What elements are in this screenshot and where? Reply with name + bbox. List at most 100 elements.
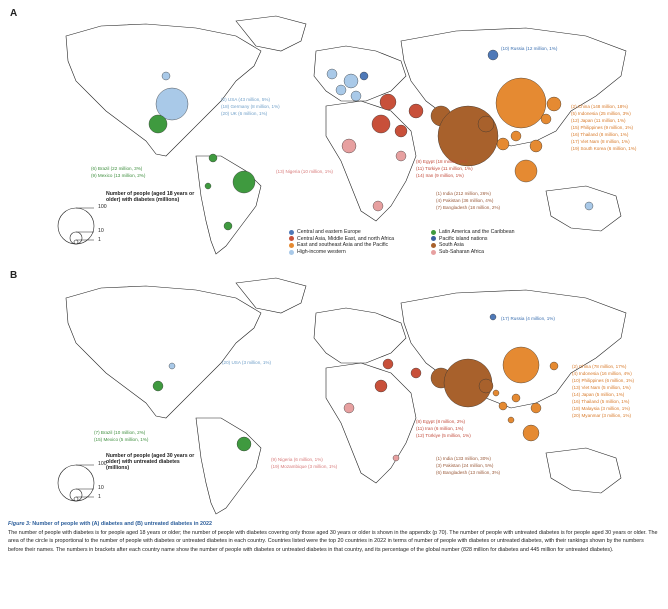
region-swatch (289, 229, 294, 235)
bubble-vietnam (511, 393, 521, 403)
size-tick-1-b: 1 (98, 494, 101, 500)
map-panel-a: A (10) Russia (12 million, 1%) (2) USA (… (6, 6, 662, 261)
label-brazil-a: (6) Brazil (22 million, 3%) (91, 166, 143, 171)
label-pakistan-b: (3) Pakistan (24 million, 5%) (436, 463, 494, 468)
bubble-nigeria (343, 402, 355, 414)
bubble-iran (410, 367, 422, 379)
bubble-japan (546, 96, 562, 112)
label-china-b: (2) China (78 million, 17%) (572, 364, 627, 369)
label-russia-b: (17) Russia (4 million, 1%) (501, 316, 555, 321)
label-china-a: (2) China (148 million, 18%) (571, 104, 628, 109)
world-map-a (57, 15, 627, 255)
region-swatch (431, 236, 436, 242)
region-swatch (289, 236, 294, 242)
label-iran-a: (14) Iran (9 million, 1%) (416, 173, 464, 178)
label-turkiye-a: (11) Türkiye (11 million, 1%) (416, 166, 473, 171)
bubble-peru (204, 182, 212, 190)
label-bangladesh-a: (7) Bangladesh (18 million, 2%) (436, 205, 501, 210)
region-legend-item: Pacific island nations (431, 236, 581, 243)
label-myanmar-b: (20) Myanmar (3 million, 1%) (572, 413, 631, 418)
label-turkiye-b: (12) Türkiye (5 million, 1%) (416, 433, 471, 438)
size-legend-a: Number of people (aged 18 years or older… (106, 191, 202, 203)
map-panel-b: B (17) Russia (4 million, 1%) (20) USA (… (6, 268, 662, 516)
bubble-bangladesh (477, 115, 495, 133)
label-nigeria-a: (13) Nigeria (10 million, 1%) (276, 169, 333, 174)
label-philippines-a: (15) Philippines (9 million, 1%) (571, 125, 634, 130)
size-legend-title-b: Number of people (aged 30 years or older… (106, 453, 195, 472)
label-bangladesh-b: (6) Bangladesh (13 million, 3%) (436, 470, 501, 475)
size-legend-circles-b (57, 464, 95, 502)
region-swatch (431, 242, 436, 248)
bubble-korea (540, 113, 552, 125)
bubble-vietnam (510, 130, 522, 142)
bubble-usa (168, 362, 176, 370)
bubble-thailand (498, 401, 508, 411)
region-swatch (431, 229, 436, 235)
label-iran-b: (11) Iran (6 million, 1%) (416, 426, 464, 431)
south-america-outline (195, 155, 262, 255)
panel-a-letter: A (10, 8, 18, 19)
label-mexico-a: (9) Mexico (13 million, 2%) (91, 173, 146, 178)
figure-caption: Figure 3: Number of people with (A) diab… (8, 520, 660, 554)
region-legend-item: Latin America and the Caribbean (431, 229, 581, 236)
greenland-outline (235, 277, 307, 314)
label-vietnam-b: (13) Viet Nam (5 million, 1%) (572, 385, 631, 390)
bubble-canada (161, 71, 171, 81)
bubble-mexico (152, 380, 164, 392)
region-swatch (431, 249, 436, 255)
label-usa-a: (2) USA (43 million, 5%) (221, 97, 271, 102)
bubble-russia (489, 313, 497, 321)
bubble-philippines (529, 139, 543, 153)
bubble-ethiopia (395, 150, 407, 162)
bubble-philippines (530, 402, 542, 414)
bubble-germany (343, 73, 359, 89)
size-tick-100-a: 100 (98, 204, 107, 210)
figure-label: Figure 3: (8, 521, 31, 527)
label-germany-a: (18) Germany (8 million, 1%) (221, 104, 280, 109)
label-indonesia-a: (5) Indonesia (25 million, 3%) (571, 111, 631, 116)
bubble-indonesia (514, 159, 538, 183)
bubbles-a (148, 49, 594, 231)
bubble-uk (326, 68, 338, 80)
label-russia-a: (10) Russia (12 million, 1%) (501, 46, 558, 51)
size-tick-100-b: 100 (98, 461, 107, 467)
bubble-indonesia (522, 424, 540, 442)
bubble-china (502, 346, 540, 384)
label-uk-a: (20) UK (6 million, 1%) (221, 111, 268, 116)
bubble-argentina (223, 221, 233, 231)
bubble-thailand (496, 137, 510, 151)
bubble-south-africa (372, 200, 384, 212)
bubble-japan (549, 361, 559, 371)
bubble-australia (584, 201, 594, 211)
label-japan-b: (14) Japan (5 million, 1%) (572, 392, 625, 397)
region-swatch (289, 242, 294, 248)
label-egypt-a: (8) Egypt (18 million, 2%) (416, 159, 468, 164)
world-map-b (57, 277, 627, 515)
europe-outline (313, 307, 407, 364)
figure-title: Number of people with (A) diabetes and (… (30, 521, 212, 527)
label-mozambique-b: (19) Mozambique (3 million, 1%) (271, 464, 338, 469)
size-legend-b: Number of people (aged 30 years or older… (106, 453, 202, 472)
label-brazil-b: (7) Brazil (10 million, 2%) (94, 430, 146, 435)
bubble-egypt (374, 379, 388, 393)
bubble-russia (487, 49, 499, 61)
size-tick-10-b: 10 (98, 485, 104, 491)
bubble-turkiye (382, 358, 394, 370)
label-usa-b: (20) USA (3 million, 1%) (222, 360, 272, 365)
bubbles-b (152, 313, 559, 462)
bubble-bangladesh (478, 378, 494, 394)
south-america-outline (195, 417, 262, 515)
bubble-china (495, 77, 547, 129)
size-legend-circles-a (57, 207, 95, 245)
bubble-usa (155, 87, 189, 121)
north-america-outline (65, 285, 262, 419)
label-nigeria-b: (9) Nigeria (6 million, 1%) (271, 457, 323, 462)
region-legend-item: Central and eastern Europe (289, 229, 431, 236)
label-india-a: (1) India (212 million, 26%) (436, 191, 491, 196)
bubble-malaysia (507, 416, 515, 424)
label-egypt-b: (8) Egypt (8 million, 2%) (416, 419, 466, 424)
region-legend-item: East and southeast Asia and the Pacific (289, 242, 431, 249)
africa-outline (325, 100, 417, 222)
bubble-colombia (208, 153, 218, 163)
australia-outline (545, 185, 622, 232)
